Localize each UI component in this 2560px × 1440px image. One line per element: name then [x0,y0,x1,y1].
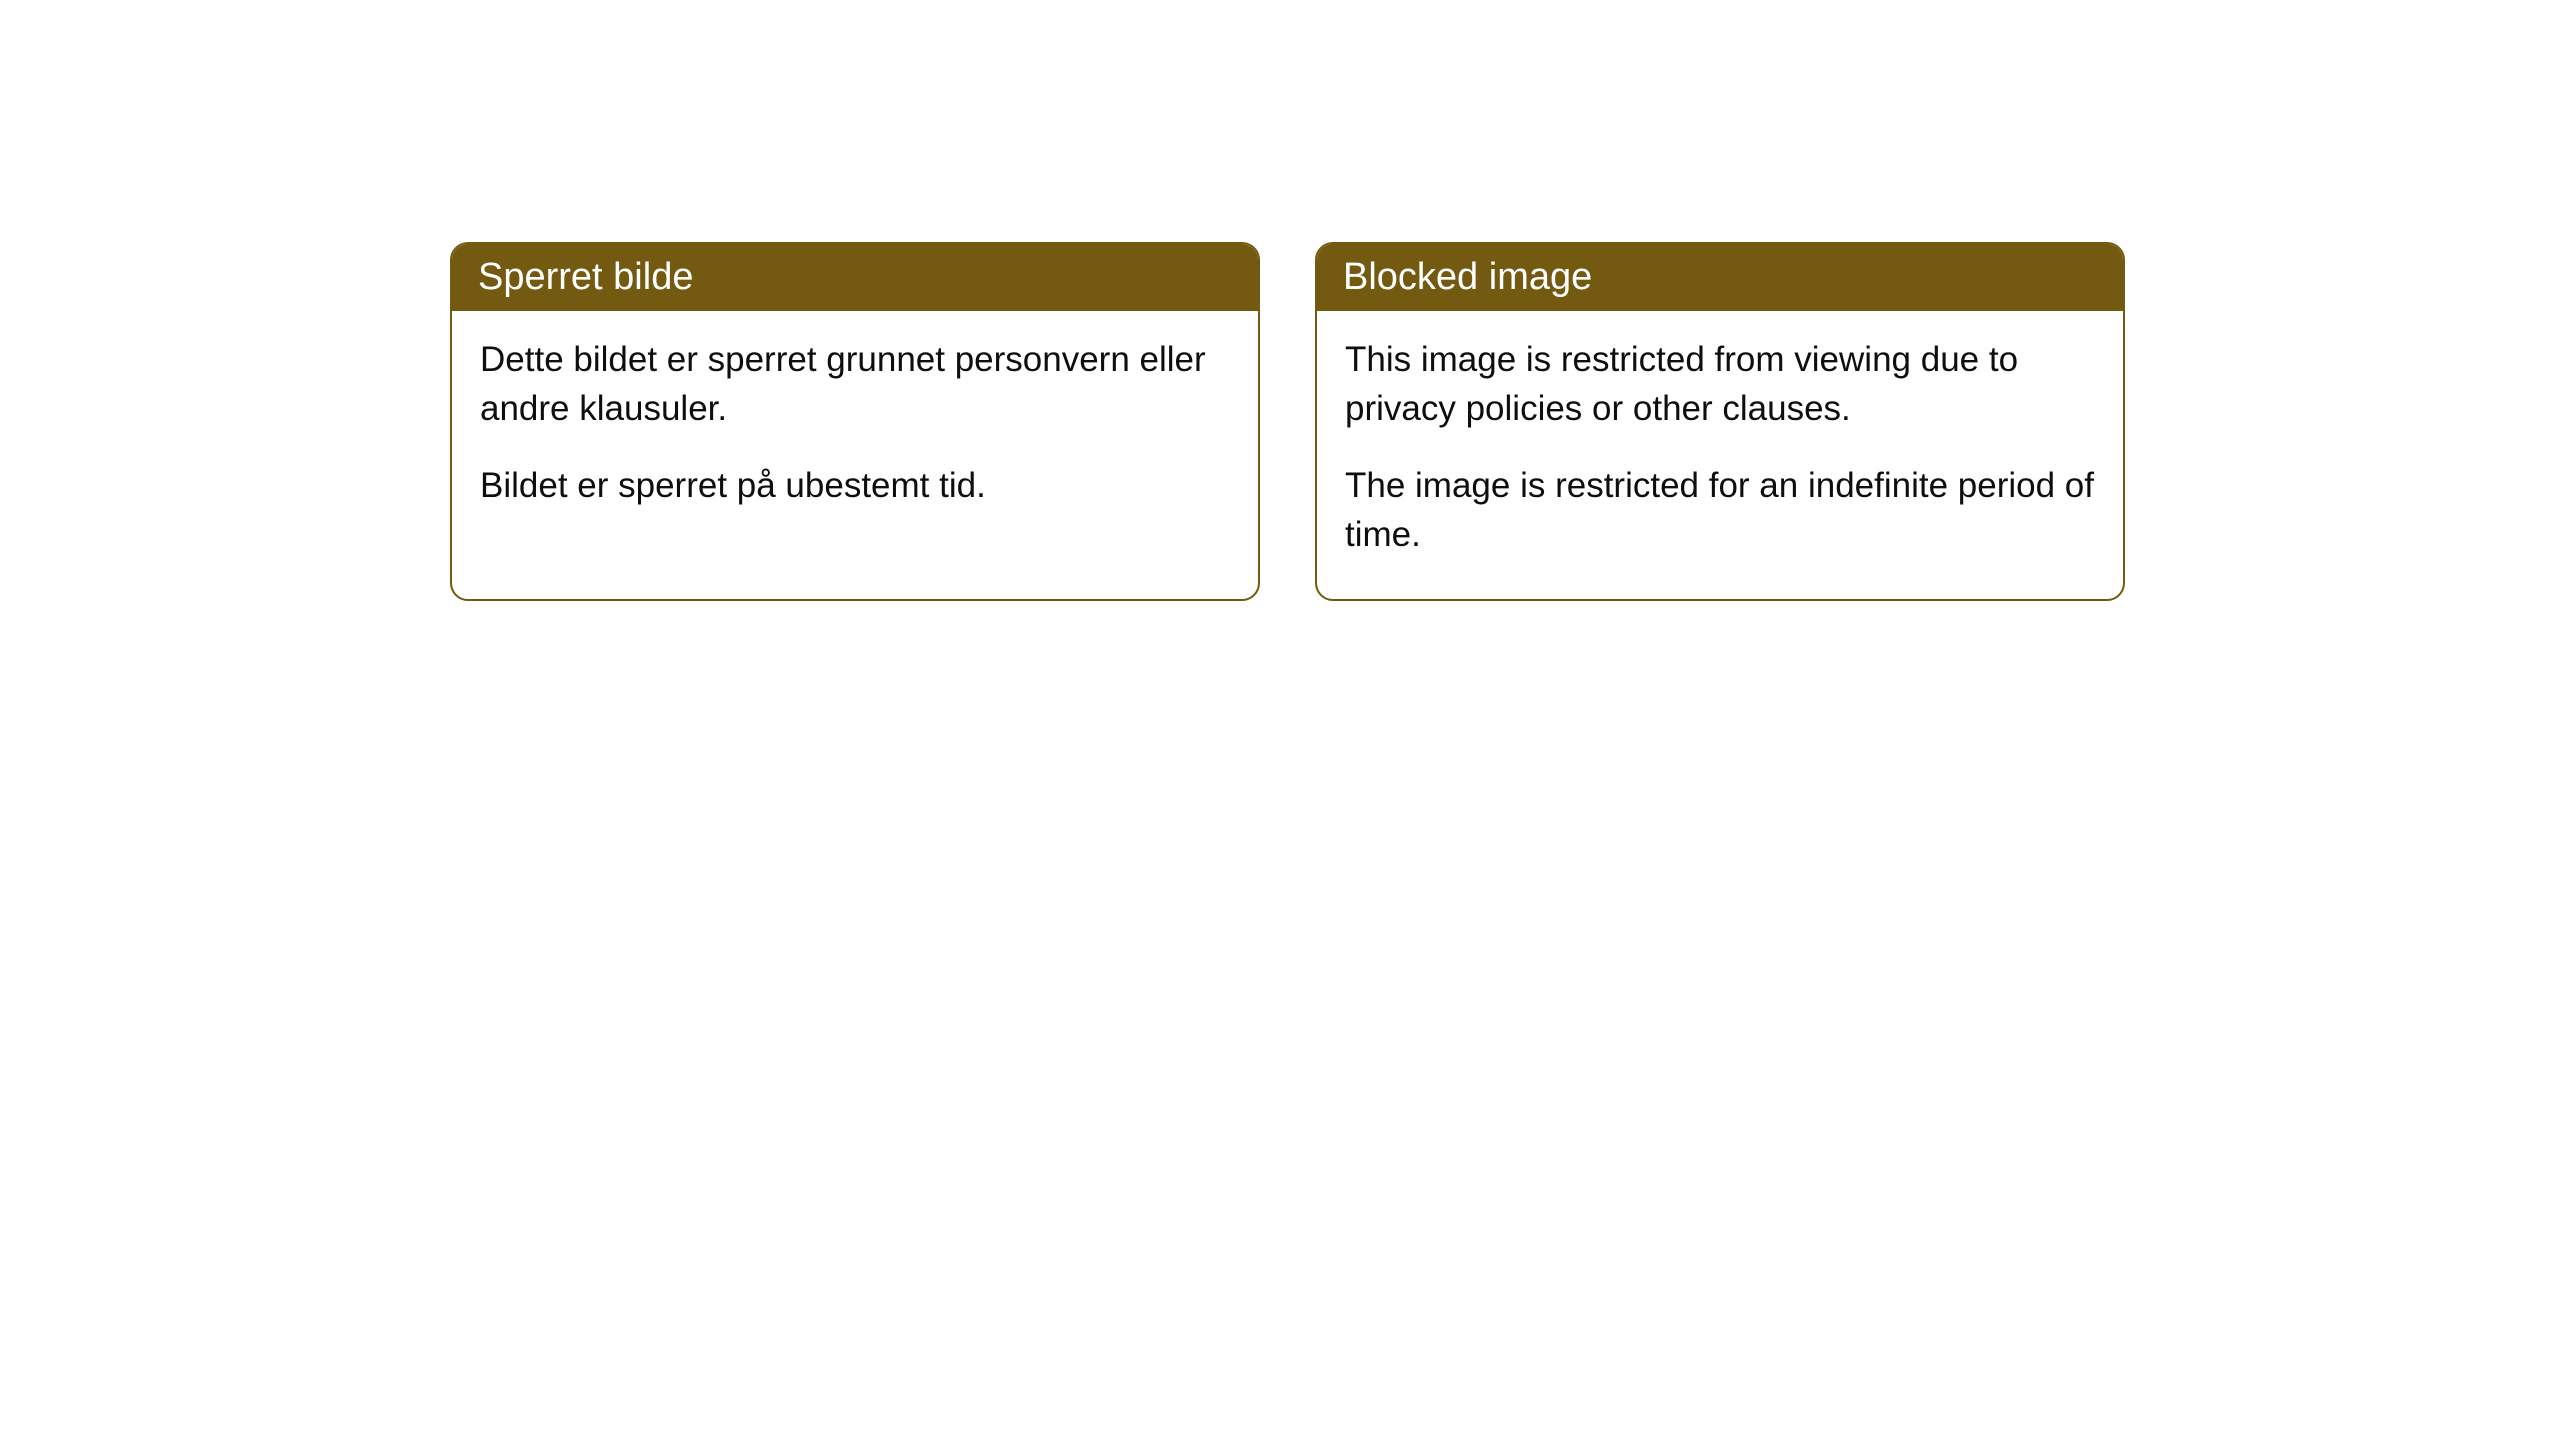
card-norwegian: Sperret bilde Dette bildet er sperret gr… [450,242,1260,601]
card-english: Blocked image This image is restricted f… [1315,242,2125,601]
card-paragraph-2-english: The image is restricted for an indefinit… [1345,461,2095,559]
card-header-norwegian: Sperret bilde [452,244,1258,311]
card-body-english: This image is restricted from viewing du… [1317,311,2123,599]
card-paragraph-1-english: This image is restricted from viewing du… [1345,335,2095,433]
card-paragraph-2-norwegian: Bildet er sperret på ubestemt tid. [480,461,1230,510]
card-header-english: Blocked image [1317,244,2123,311]
card-body-norwegian: Dette bildet er sperret grunnet personve… [452,311,1258,550]
cards-container: Sperret bilde Dette bildet er sperret gr… [450,242,2125,601]
card-paragraph-1-norwegian: Dette bildet er sperret grunnet personve… [480,335,1230,433]
